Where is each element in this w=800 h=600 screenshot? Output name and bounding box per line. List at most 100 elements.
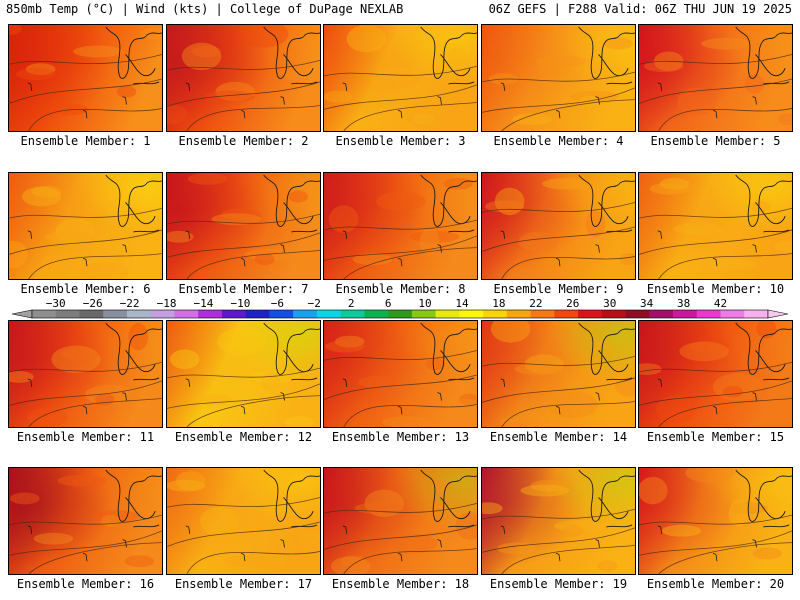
- height-contour: [343, 548, 477, 574]
- height-contour: [9, 530, 162, 556]
- ensemble-member-1-map: [8, 24, 163, 132]
- coastline-outline: [578, 469, 635, 528]
- wind-barb: [437, 392, 442, 401]
- height-contour: [501, 401, 635, 427]
- ensemble-member-14-map: [481, 320, 636, 428]
- wind-barb: [712, 110, 718, 119]
- height-contour: [9, 361, 162, 373]
- wind-barb: [342, 525, 348, 534]
- wind-barb: [437, 539, 442, 548]
- wind-barb: [555, 258, 561, 267]
- ensemble-member-label: Ensemble Member: 14: [489, 430, 628, 444]
- ensemble-member-label: Ensemble Member: 13: [331, 430, 470, 444]
- height-contour: [482, 202, 635, 213]
- height-contour: [28, 253, 162, 279]
- wind-barb: [712, 553, 718, 562]
- wind-barb: [122, 539, 127, 548]
- product-title: 850mb Temp (°C) | Wind (kts) | College o…: [6, 2, 404, 16]
- colorbar-tick-label: −30: [46, 297, 66, 310]
- wind-barb: [82, 258, 88, 267]
- ensemble-member-2-map: [166, 24, 321, 132]
- wind-barb: [185, 525, 191, 534]
- ensemble-member-label: Ensemble Member: 15: [646, 430, 785, 444]
- ensemble-member-19-map: [481, 467, 636, 575]
- model-valid-time: 06Z GEFS | F288 Valid: 06Z THU JUN 19 20…: [488, 2, 792, 16]
- wind-barb: [657, 230, 663, 239]
- wind-barb: [595, 244, 600, 253]
- height-contour: [658, 108, 792, 131]
- colorbar-tick-label: 30: [603, 297, 616, 310]
- wind-barb: [555, 110, 561, 119]
- wind-barb: [342, 230, 348, 239]
- ensemble-member-9-map: [481, 172, 636, 280]
- height-contour: [658, 253, 792, 279]
- height-contour: [482, 87, 635, 113]
- colorbar-swatch: [578, 310, 603, 318]
- wind-barb: [657, 525, 663, 534]
- height-contour: [501, 99, 635, 131]
- colorbar-min-arrow: [12, 309, 33, 319]
- height-contour: [639, 514, 792, 526]
- height-contour: [186, 105, 320, 131]
- wind-barb: [280, 244, 285, 253]
- colorbar-tick-label: 22: [529, 297, 542, 310]
- ensemble-member-10-map: [638, 172, 793, 280]
- ensemble-member-11-map: [8, 320, 163, 428]
- ensemble-member-17-map: [166, 467, 321, 575]
- colorbar-swatch: [530, 310, 555, 318]
- ensemble-member-5-map: [638, 24, 793, 132]
- coastline-outline: [578, 26, 635, 85]
- height-contour: [639, 54, 792, 65]
- colorbar-swatch: [459, 310, 484, 318]
- ensemble-member-7-map: [166, 172, 321, 280]
- ensemble-member-6-map: [8, 172, 163, 280]
- wind-barb: [240, 553, 246, 562]
- height-contour: [167, 367, 320, 379]
- colorbar-tick-label: −18: [157, 297, 177, 310]
- wind-barb: [500, 378, 506, 387]
- ensemble-member-label: Ensemble Member: 10: [646, 282, 785, 296]
- colorbar-swatch: [269, 310, 294, 318]
- height-contour: [482, 508, 635, 520]
- height-contour: [639, 229, 792, 255]
- colorbar-swatch: [720, 310, 745, 318]
- wind-barb: [122, 244, 127, 253]
- colorbar-swatch: [55, 310, 80, 318]
- wind-barb: [240, 406, 246, 415]
- wind-barb: [752, 96, 757, 105]
- wind-barb: [712, 258, 718, 267]
- colorbar-swatch: [174, 310, 199, 318]
- wind-barb: [657, 82, 663, 91]
- coastline-outline: [578, 174, 635, 233]
- ensemble-member-label: Ensemble Member: 3: [335, 134, 466, 148]
- height-contour: [343, 404, 477, 427]
- wind-barb: [752, 244, 757, 253]
- colorbar-swatch: [673, 310, 698, 318]
- ensemble-member-8-map: [323, 172, 478, 280]
- colorbar-swatch: [506, 310, 531, 318]
- wind-barb: [712, 406, 718, 415]
- colorbar-swatch: [554, 310, 579, 318]
- height-contour: [501, 256, 635, 279]
- colorbar-swatch: [103, 310, 128, 318]
- colorbar-tick-label: 34: [640, 297, 654, 310]
- height-contour: [9, 380, 162, 406]
- ensemble-member-label: Ensemble Member: 9: [493, 282, 624, 296]
- colorbar-tick-label: −26: [83, 297, 103, 310]
- wind-barb: [82, 553, 88, 562]
- coastline-outline: [263, 174, 320, 233]
- height-contour: [324, 219, 477, 231]
- ensemble-member-label: Ensemble Member: 20: [646, 577, 785, 591]
- wind-barb: [280, 96, 285, 105]
- wind-barb: [752, 539, 757, 548]
- coastline-outline: [420, 322, 477, 381]
- height-contour: [639, 361, 792, 373]
- height-contour: [482, 355, 635, 367]
- colorbar-tick-label: −6: [271, 297, 284, 310]
- colorbar-tick-label: 2: [348, 297, 355, 310]
- wind-barb: [437, 96, 442, 105]
- wind-barb: [397, 110, 403, 119]
- height-contour: [639, 78, 792, 104]
- temperature-colorbar: −30 −26 −22 −18 −14 −10 −6 −2 2 6 10 14 18 22 26 30 34 38…: [12, 297, 788, 319]
- height-contour: [658, 542, 792, 574]
